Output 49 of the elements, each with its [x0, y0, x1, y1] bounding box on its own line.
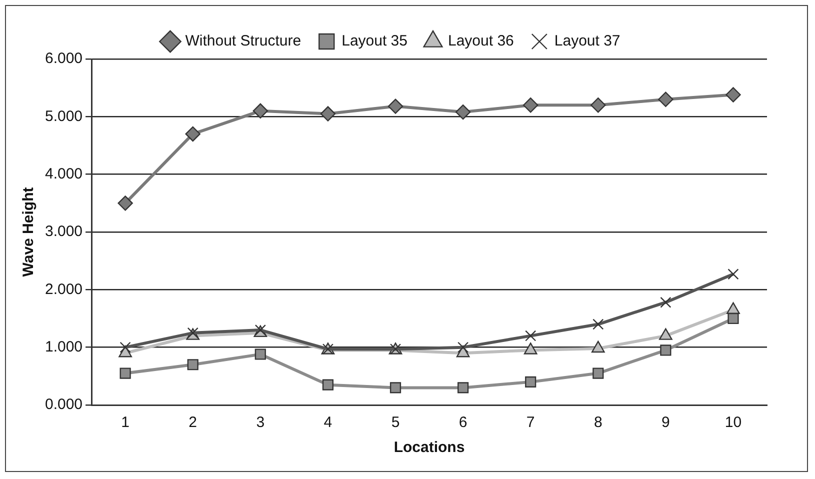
- y-tick-label: 3.000: [44, 223, 83, 240]
- point: [658, 92, 674, 107]
- point: [187, 359, 198, 370]
- point: [118, 196, 133, 211]
- legend-label: Layout 35: [342, 32, 408, 50]
- y-tick-label: 5.000: [44, 108, 83, 125]
- y-tick-label: 4.000: [44, 165, 83, 182]
- point: [185, 126, 200, 142]
- point: [457, 342, 469, 353]
- point: [660, 296, 672, 308]
- point: [590, 98, 606, 113]
- x-tick-label: 6: [458, 414, 468, 432]
- point: [388, 98, 404, 114]
- point: [525, 330, 536, 342]
- point: [120, 342, 131, 353]
- x-tick-label: 5: [391, 414, 400, 432]
- point: [455, 104, 471, 120]
- point: [592, 318, 604, 330]
- legend-label: Without Structure: [185, 32, 302, 50]
- x-tick-label: 9: [662, 414, 670, 432]
- y-tick-label: 1.000: [44, 338, 83, 356]
- point: [728, 312, 739, 324]
- point: [660, 344, 672, 356]
- point: [252, 103, 268, 118]
- legend-label: Layout 37: [554, 32, 620, 50]
- point: [592, 368, 604, 379]
- point: [254, 348, 266, 360]
- x-tick-label: 10: [724, 414, 742, 432]
- y-tick-label: 6.000: [44, 50, 83, 68]
- x-axis-title: Locations: [394, 439, 465, 456]
- x-tick-label: 3: [256, 414, 265, 432]
- point: [726, 87, 741, 102]
- x-tick-label: 7: [526, 414, 535, 432]
- point: [525, 376, 536, 388]
- point: [522, 98, 538, 113]
- point: [120, 368, 131, 379]
- point: [457, 382, 469, 394]
- y-axis-title: Wave Height: [20, 187, 38, 277]
- point: [728, 268, 739, 280]
- point: [320, 106, 336, 122]
- legend-label: Layout 36: [448, 32, 514, 50]
- y-tick-label: 0.000: [44, 396, 83, 414]
- point: [322, 379, 334, 390]
- x-tick-label: 8: [594, 414, 602, 432]
- x-tick-label: 1: [121, 414, 130, 432]
- point: [390, 382, 402, 394]
- x-tick-label: 2: [188, 414, 198, 432]
- y-tick-label: 2.000: [44, 280, 83, 298]
- x-tick-label: 4: [324, 414, 332, 432]
